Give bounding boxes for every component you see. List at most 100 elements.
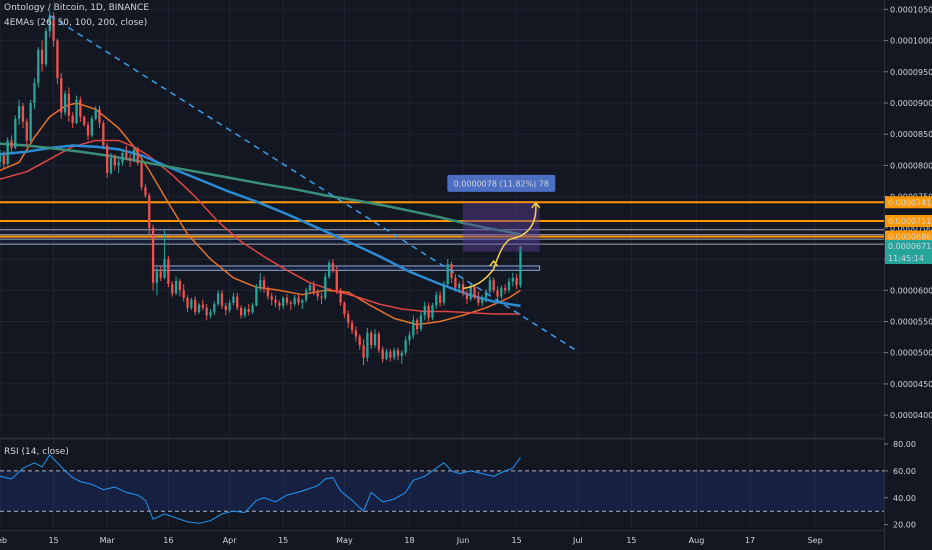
candle-body[interactable] bbox=[423, 305, 426, 316]
candle-body[interactable] bbox=[144, 187, 147, 196]
candle-body[interactable] bbox=[67, 93, 71, 116]
candle-body[interactable] bbox=[481, 297, 484, 303]
candle-body[interactable] bbox=[63, 93, 67, 113]
candle-body[interactable] bbox=[370, 332, 373, 346]
candle-body[interactable] bbox=[266, 289, 270, 297]
candle-body[interactable] bbox=[331, 262, 335, 271]
candle-body[interactable] bbox=[484, 291, 488, 298]
candle-body[interactable] bbox=[354, 330, 358, 337]
candle-body[interactable] bbox=[324, 276, 327, 298]
projection-path[interactable] bbox=[462, 202, 537, 290]
candle-body[interactable] bbox=[393, 350, 396, 358]
candle-body[interactable] bbox=[461, 284, 465, 294]
candle-body[interactable] bbox=[308, 285, 312, 291]
candle-body[interactable] bbox=[90, 118, 93, 136]
candle-body[interactable] bbox=[128, 157, 132, 161]
candle-body[interactable] bbox=[194, 299, 197, 313]
candle-body[interactable] bbox=[109, 157, 113, 173]
candle-body[interactable] bbox=[247, 309, 250, 313]
candle-body[interactable] bbox=[178, 280, 182, 291]
candle-body[interactable] bbox=[79, 99, 82, 117]
candle-body[interactable] bbox=[389, 351, 392, 358]
candle-body[interactable] bbox=[473, 286, 476, 297]
candle-body[interactable] bbox=[415, 320, 419, 329]
candle-body[interactable] bbox=[511, 277, 514, 282]
descending-trendline[interactable] bbox=[49, 14, 579, 353]
candle-body[interactable] bbox=[274, 299, 277, 303]
candle-body[interactable] bbox=[33, 83, 36, 104]
candle-body[interactable] bbox=[262, 280, 266, 290]
candle-body[interactable] bbox=[316, 292, 319, 297]
candle-body[interactable] bbox=[60, 78, 63, 113]
candle-body[interactable] bbox=[220, 293, 224, 306]
candle-body[interactable] bbox=[10, 140, 13, 148]
candle-body[interactable] bbox=[94, 109, 97, 119]
candle-body[interactable] bbox=[327, 262, 331, 277]
candle-body[interactable] bbox=[278, 302, 281, 306]
candle-body[interactable] bbox=[301, 300, 304, 303]
candle-body[interactable] bbox=[304, 290, 308, 301]
candle-body[interactable] bbox=[500, 287, 503, 297]
candle-body[interactable] bbox=[320, 296, 323, 298]
drawings[interactable]: 0.0000078 (11.82%) 78 bbox=[49, 14, 579, 353]
candle-body[interactable] bbox=[236, 296, 239, 308]
candle-body[interactable] bbox=[190, 299, 193, 308]
candle-body[interactable] bbox=[174, 280, 178, 294]
candle-body[interactable] bbox=[44, 31, 48, 65]
candle-body[interactable] bbox=[216, 293, 220, 305]
candle-body[interactable] bbox=[496, 290, 499, 297]
candle-body[interactable] bbox=[358, 336, 361, 346]
candle-body[interactable] bbox=[404, 340, 407, 353]
candle-body[interactable] bbox=[282, 297, 285, 306]
candle-body[interactable] bbox=[343, 302, 346, 315]
candle-body[interactable] bbox=[243, 309, 247, 316]
last-price-label[interactable]: 0.0000671 bbox=[888, 242, 931, 251]
candle-body[interactable] bbox=[373, 333, 377, 346]
candle-body[interactable] bbox=[339, 290, 342, 303]
candle-body[interactable] bbox=[140, 162, 143, 188]
candle-body[interactable] bbox=[289, 302, 292, 305]
candle-body[interactable] bbox=[458, 284, 461, 288]
candle-body[interactable] bbox=[125, 152, 128, 158]
candle-body[interactable] bbox=[71, 115, 74, 123]
candle-body[interactable] bbox=[14, 118, 17, 148]
candle-body[interactable] bbox=[6, 140, 9, 165]
candle-body[interactable] bbox=[431, 305, 434, 318]
candle-body[interactable] bbox=[224, 305, 227, 311]
candle-body[interactable] bbox=[507, 281, 511, 291]
resistance-price-label[interactable]: 0.0000711 bbox=[888, 217, 931, 226]
candle-body[interactable] bbox=[381, 349, 384, 359]
candle-body[interactable] bbox=[83, 116, 86, 125]
candle-body[interactable] bbox=[40, 49, 44, 65]
candle-body[interactable] bbox=[408, 335, 411, 341]
candle-body[interactable] bbox=[151, 227, 155, 283]
measure-box[interactable] bbox=[463, 202, 540, 252]
candle-body[interactable] bbox=[465, 293, 469, 300]
candle-body[interactable] bbox=[56, 40, 59, 79]
ema-indicator-label[interactable]: 4EMAs (26, 50, 100, 200, close) bbox=[4, 18, 148, 28]
rsi-indicator-label[interactable]: RSI (14, close) bbox=[4, 447, 69, 457]
candle-body[interactable] bbox=[167, 259, 170, 285]
candle-body[interactable] bbox=[228, 302, 231, 311]
candle-body[interactable] bbox=[350, 322, 354, 331]
candle-body[interactable] bbox=[2, 155, 5, 165]
candle-body[interactable] bbox=[0, 155, 2, 162]
candle-body[interactable] bbox=[132, 149, 136, 161]
candle-body[interactable] bbox=[205, 307, 208, 316]
candle-body[interactable] bbox=[377, 333, 381, 350]
candle-body[interactable] bbox=[259, 280, 262, 288]
candle-body[interactable] bbox=[385, 351, 388, 359]
candle-body[interactable] bbox=[25, 121, 28, 141]
resistance-price-label[interactable]: 0.0000686 bbox=[888, 233, 931, 242]
candle-body[interactable] bbox=[121, 152, 124, 163]
candle-body[interactable] bbox=[17, 106, 21, 119]
candle-body[interactable] bbox=[209, 312, 212, 316]
candle-body[interactable] bbox=[442, 284, 446, 303]
candle-body[interactable] bbox=[37, 49, 40, 84]
candle-body[interactable] bbox=[75, 99, 78, 123]
candle-body[interactable] bbox=[469, 286, 472, 300]
candle-body[interactable] bbox=[492, 280, 495, 291]
candle-body[interactable] bbox=[488, 280, 491, 292]
candle-body[interactable] bbox=[29, 103, 32, 141]
price-axis[interactable]: 0.0001050 0.0001000 0.0000950 0.0000900 0.00… bbox=[884, 0, 932, 550]
